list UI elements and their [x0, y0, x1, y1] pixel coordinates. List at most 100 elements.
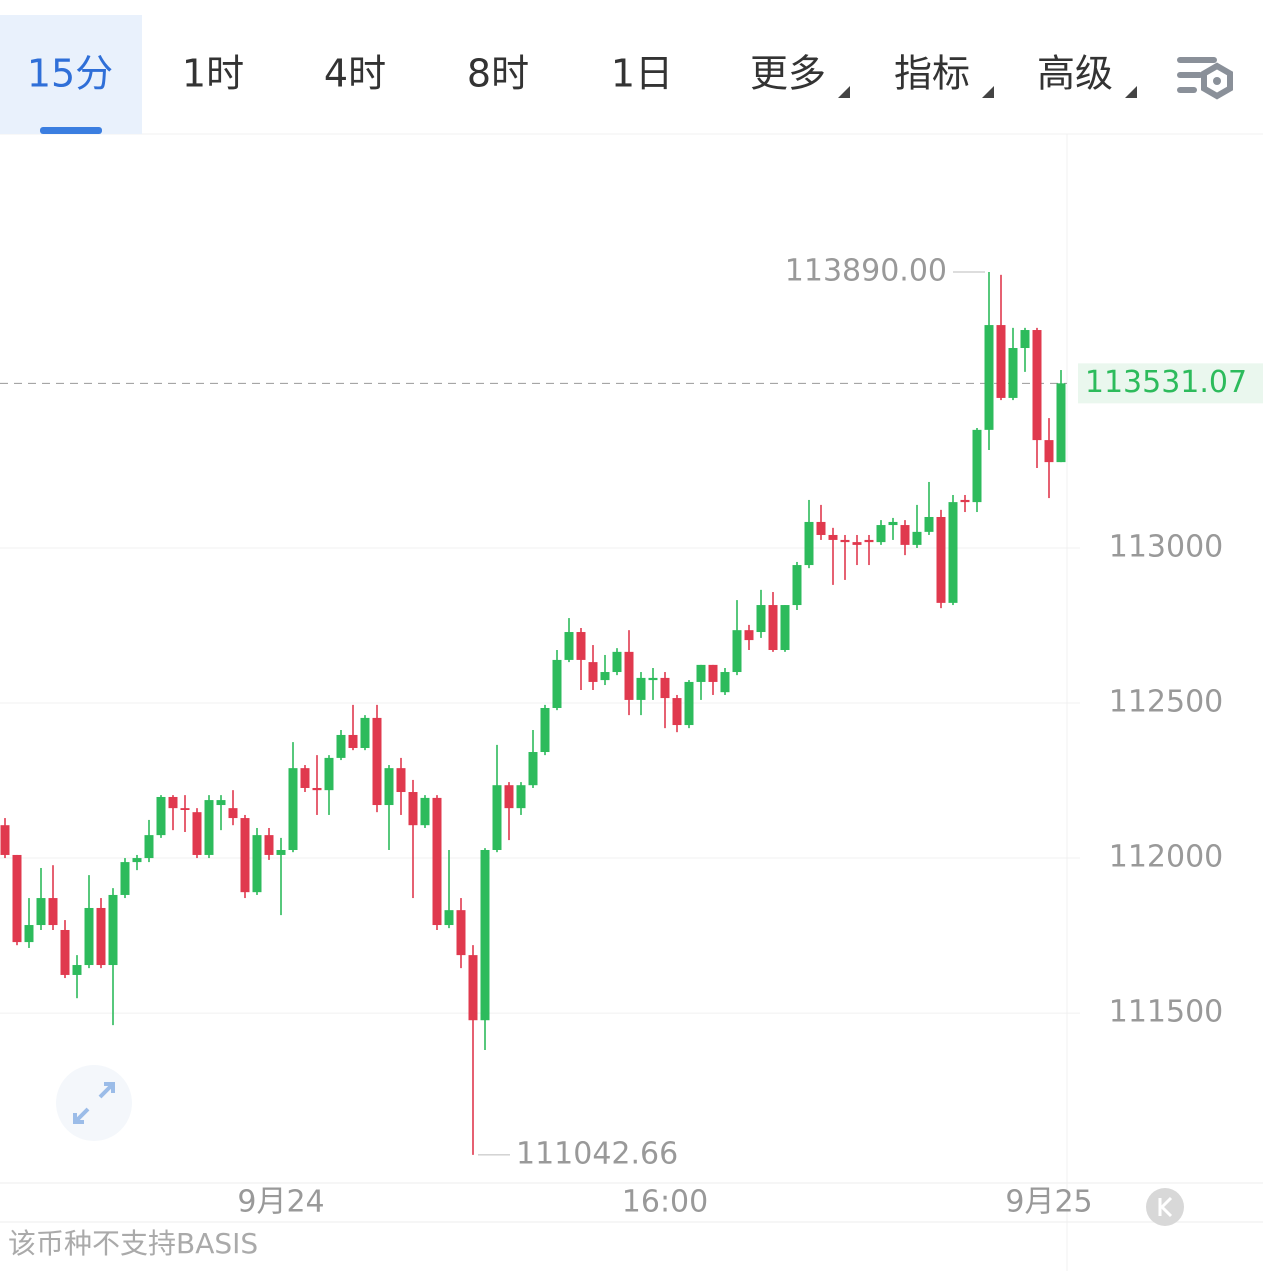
candle-body [360, 717, 370, 748]
candle-body [444, 910, 454, 926]
candle-body [96, 907, 106, 966]
candle-body [432, 797, 442, 926]
candle-body [912, 531, 922, 545]
candle-body [612, 651, 622, 673]
footer-note: 该币种不支持BASIS [8, 1227, 258, 1260]
candle-body [312, 787, 322, 791]
candle-body [420, 797, 430, 826]
candle-body [192, 812, 202, 855]
candle-body [252, 835, 262, 893]
candle-body [576, 632, 586, 660]
candle-body [204, 800, 214, 855]
candle-body [972, 429, 982, 503]
candle-body [1044, 440, 1054, 463]
candle-body [996, 325, 1006, 398]
icon-gear [1201, 62, 1233, 100]
candle-body [456, 910, 466, 956]
tab[interactable]: 更多 [750, 52, 850, 99]
tab[interactable]: 8时 [467, 52, 529, 96]
settings-icon[interactable] [1177, 57, 1233, 100]
candle-body [144, 835, 154, 859]
tab[interactable]: 1日 [611, 52, 673, 96]
candle-body [0, 825, 10, 855]
candle-body [600, 672, 610, 681]
last-price-bg [1078, 363, 1263, 404]
candle-body [696, 664, 706, 682]
candle-body [156, 796, 166, 836]
candle-body [540, 707, 550, 753]
candle-body [672, 698, 682, 726]
k-button[interactable] [1146, 1188, 1184, 1226]
candle-body [132, 858, 142, 863]
candle-body [624, 651, 634, 700]
tab-label: 指标 [894, 52, 970, 96]
candle-body [888, 521, 898, 526]
tab[interactable]: 4时 [324, 52, 386, 96]
candle-body [960, 499, 970, 503]
candle-body [816, 521, 826, 535]
candle-body [180, 808, 190, 810]
candle-body [804, 521, 814, 566]
candle-body [168, 796, 178, 809]
tab-indicator [40, 127, 102, 134]
y-tick-label: 112000 [1109, 840, 1224, 875]
candle-body [948, 502, 958, 603]
candle-body [12, 854, 22, 943]
expand-button[interactable] [56, 1065, 132, 1141]
tab-label: 8时 [467, 52, 529, 96]
candle-body [588, 662, 598, 682]
dropdown-caret [1125, 86, 1137, 98]
tab-label: 1日 [611, 52, 673, 96]
tab[interactable]: 高级 [1037, 52, 1137, 99]
tab-label: 高级 [1037, 52, 1113, 96]
candle-body [480, 849, 490, 1021]
candle-body [492, 785, 502, 850]
candle-body [1032, 330, 1042, 441]
candle-body [408, 792, 418, 826]
candle-body [756, 605, 766, 633]
candle-body [516, 785, 526, 809]
candle-body [744, 630, 754, 641]
dropdown-caret [838, 86, 850, 98]
tab[interactable]: 15分 [0, 15, 142, 134]
candle-body [1056, 383, 1066, 463]
candle-body [348, 734, 358, 748]
candle-body [504, 785, 514, 809]
tab-label: 1时 [182, 52, 244, 96]
candle-body [984, 325, 994, 430]
candle-body [240, 818, 250, 893]
candle-body [36, 898, 46, 926]
tab-active-bg [0, 15, 142, 134]
candle-body [1008, 348, 1018, 398]
tab[interactable]: 指标 [894, 52, 994, 99]
candle-body [24, 925, 34, 943]
tab[interactable]: 1时 [182, 52, 244, 96]
expand-arrows [73, 1082, 115, 1124]
candle-body [84, 907, 94, 966]
candle-body [528, 752, 538, 786]
button-bg [1146, 1188, 1184, 1226]
candle-body [708, 664, 718, 682]
candle-body [900, 525, 910, 545]
candle-body [732, 630, 742, 673]
icon-bar [1177, 57, 1217, 63]
y-tick-label: 111500 [1109, 995, 1224, 1030]
candle-body [264, 835, 274, 855]
candle-body [684, 681, 694, 726]
candle-body [216, 800, 226, 806]
icon-gear-center [1213, 77, 1221, 85]
candle-body [936, 516, 946, 603]
y-tick-label: 112500 [1109, 685, 1224, 720]
y-tick-label: 113000 [1109, 529, 1224, 564]
candle-body [72, 965, 82, 975]
x-tick-label: 9月24 [237, 1185, 324, 1220]
candle-body [648, 677, 658, 681]
candle-body [372, 717, 382, 806]
candle-body [288, 768, 298, 850]
candle-body [792, 565, 802, 606]
candle-body [60, 929, 70, 975]
candle-body [780, 605, 790, 651]
candle-body [768, 605, 778, 651]
candle-body [864, 539, 874, 543]
candle-body [564, 632, 574, 660]
